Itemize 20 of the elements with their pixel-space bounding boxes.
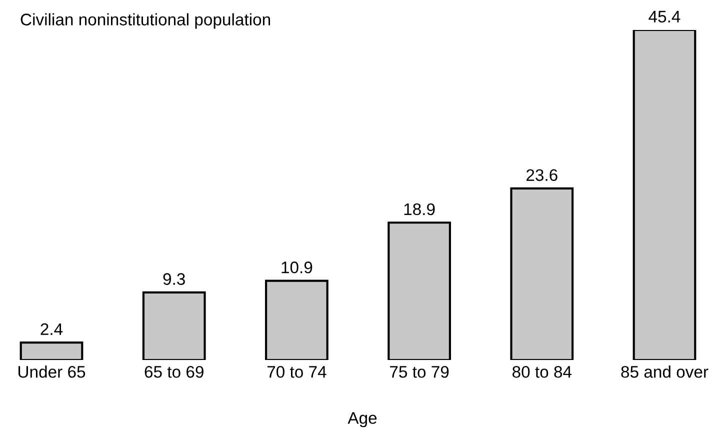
data-label: 18.9 — [404, 203, 435, 216]
chart-title: Civilian noninstitutional population — [20, 13, 270, 29]
x-tick-label: 85 and over — [621, 366, 708, 378]
bar — [20, 342, 84, 360]
bar — [142, 291, 206, 360]
bar — [632, 30, 696, 360]
x-tick-label: Under 65 — [18, 366, 86, 378]
x-tick-label: 65 to 69 — [144, 366, 204, 378]
x-tick-label: 70 to 74 — [267, 366, 326, 378]
bar — [265, 280, 328, 360]
x-tick-label: 80 to 84 — [512, 366, 572, 378]
data-label: 2.4 — [40, 323, 63, 335]
data-label: 23.6 — [526, 169, 558, 181]
x-tick-label: 75 to 79 — [390, 366, 449, 378]
x-axis-title: Age — [348, 412, 377, 428]
data-label: 10.9 — [282, 262, 312, 274]
data-label: 45.4 — [648, 10, 680, 23]
bar — [510, 187, 574, 360]
data-label: 9.3 — [163, 273, 185, 285]
bar — [388, 222, 451, 360]
